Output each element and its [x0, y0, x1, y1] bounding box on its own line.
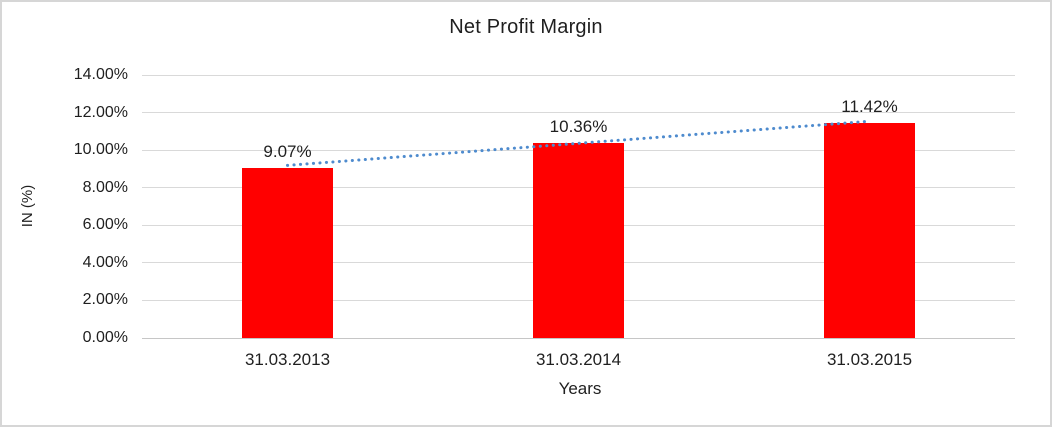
- y-tick-label: 4.00%: [82, 253, 128, 271]
- y-tick-label: 2.00%: [82, 291, 128, 309]
- y-axis-title: IN (%): [19, 184, 36, 228]
- data-label: 10.36%: [549, 117, 608, 137]
- y-tick-label: 12.00%: [73, 103, 128, 121]
- y-tick-label: 8.00%: [82, 178, 128, 196]
- y-tick-label: 14.00%: [73, 66, 128, 83]
- bar: [242, 167, 333, 338]
- gridline: [142, 112, 1015, 114]
- x-tick-label: 31.03.2013: [244, 350, 331, 369]
- data-label: 9.07%: [263, 141, 312, 161]
- bar: [533, 143, 624, 338]
- bar: [824, 123, 915, 338]
- gridline: [142, 74, 1015, 76]
- y-tick-label: 6.00%: [82, 216, 128, 234]
- y-tick-label: 0.00%: [82, 329, 128, 346]
- x-tick-label: 31.03.2014: [535, 350, 622, 369]
- data-label: 11.42%: [841, 97, 898, 117]
- gridline: [142, 337, 1015, 339]
- x-axis-title: Years: [558, 379, 602, 398]
- y-tick-label: 10.00%: [73, 141, 128, 159]
- x-tick-label: 31.03.2015: [826, 350, 913, 369]
- chart-title: Net Profit Margin: [449, 16, 603, 38]
